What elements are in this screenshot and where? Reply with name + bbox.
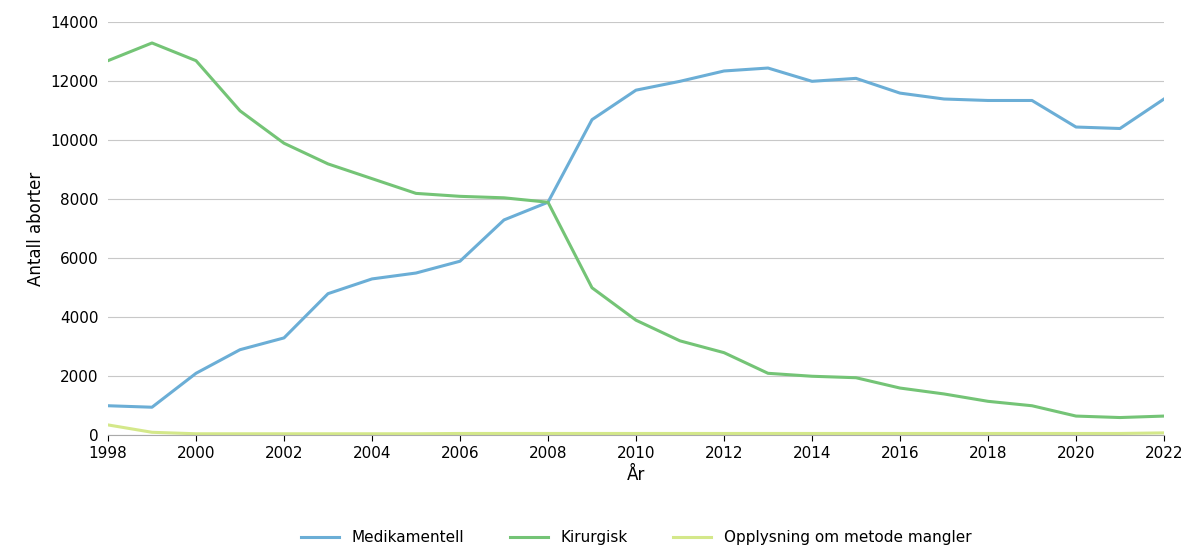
- Medikamentell: [541, 199, 556, 205]
- Medikamentell: [1025, 97, 1039, 104]
- Kirurgisk: [673, 338, 688, 344]
- Opplysning om metode mangler: [716, 430, 731, 437]
- Opplysning om metode mangler: [805, 430, 820, 437]
- Opplysning om metode mangler: [452, 430, 467, 437]
- Medikamentell: [277, 335, 292, 341]
- Kirurgisk: [1112, 414, 1127, 421]
- Medikamentell: [320, 290, 335, 297]
- Y-axis label: Antall aborter: Antall aborter: [26, 172, 44, 286]
- Opplysning om metode mangler: [1157, 430, 1171, 436]
- Opplysning om metode mangler: [145, 429, 160, 436]
- Medikamentell: [937, 95, 952, 102]
- Kirurgisk: [409, 190, 424, 197]
- Opplysning om metode mangler: [848, 430, 863, 437]
- Medikamentell: [673, 78, 688, 85]
- Kirurgisk: [497, 195, 511, 201]
- Medikamentell: [497, 217, 511, 223]
- Line: Opplysning om metode mangler: Opplysning om metode mangler: [108, 425, 1164, 434]
- Medikamentell: [716, 68, 731, 74]
- Kirurgisk: [761, 370, 775, 377]
- Kirurgisk: [629, 317, 643, 324]
- Kirurgisk: [937, 391, 952, 397]
- Opplysning om metode mangler: [629, 430, 643, 437]
- Opplysning om metode mangler: [980, 430, 995, 437]
- Opplysning om metode mangler: [1025, 430, 1039, 437]
- Opplysning om metode mangler: [497, 430, 511, 437]
- Kirurgisk: [101, 57, 115, 64]
- Kirurgisk: [541, 199, 556, 205]
- Medikamentell: [145, 404, 160, 411]
- Opplysning om metode mangler: [673, 430, 688, 437]
- Kirurgisk: [1069, 413, 1084, 420]
- Opplysning om metode mangler: [365, 430, 379, 437]
- Opplysning om metode mangler: [1069, 430, 1084, 437]
- Medikamentell: [893, 90, 907, 97]
- Kirurgisk: [716, 349, 731, 356]
- Medikamentell: [101, 402, 115, 409]
- Kirurgisk: [277, 140, 292, 147]
- Opplysning om metode mangler: [584, 430, 599, 437]
- Medikamentell: [1112, 125, 1127, 132]
- Kirurgisk: [452, 193, 467, 200]
- Legend: Medikamentell, Kirurgisk, Opplysning om metode mangler: Medikamentell, Kirurgisk, Opplysning om …: [295, 525, 977, 551]
- Medikamentell: [980, 97, 995, 104]
- Medikamentell: [848, 75, 863, 81]
- Opplysning om metode mangler: [277, 430, 292, 437]
- Medikamentell: [1157, 95, 1171, 102]
- Opplysning om metode mangler: [101, 422, 115, 429]
- Medikamentell: [761, 65, 775, 71]
- Kirurgisk: [1025, 402, 1039, 409]
- Kirurgisk: [805, 373, 820, 379]
- Medikamentell: [452, 258, 467, 264]
- Line: Kirurgisk: Kirurgisk: [108, 43, 1164, 417]
- Kirurgisk: [980, 398, 995, 405]
- Kirurgisk: [145, 40, 160, 46]
- Kirurgisk: [233, 108, 247, 114]
- Opplysning om metode mangler: [937, 430, 952, 437]
- Opplysning om metode mangler: [541, 430, 556, 437]
- Kirurgisk: [1157, 413, 1171, 420]
- Medikamentell: [629, 87, 643, 94]
- Opplysning om metode mangler: [320, 430, 335, 437]
- Kirurgisk: [320, 161, 335, 167]
- Opplysning om metode mangler: [188, 430, 203, 437]
- X-axis label: År: År: [626, 466, 646, 484]
- Medikamentell: [188, 370, 203, 377]
- Kirurgisk: [584, 285, 599, 291]
- Kirurgisk: [188, 57, 203, 64]
- Opplysning om metode mangler: [893, 430, 907, 437]
- Medikamentell: [233, 347, 247, 353]
- Opplysning om metode mangler: [233, 430, 247, 437]
- Medikamentell: [365, 276, 379, 282]
- Opplysning om metode mangler: [761, 430, 775, 437]
- Medikamentell: [805, 78, 820, 85]
- Line: Medikamentell: Medikamentell: [108, 68, 1164, 407]
- Opplysning om metode mangler: [409, 430, 424, 437]
- Medikamentell: [1069, 124, 1084, 131]
- Medikamentell: [409, 270, 424, 276]
- Opplysning om metode mangler: [1112, 430, 1127, 437]
- Kirurgisk: [893, 384, 907, 391]
- Kirurgisk: [848, 374, 863, 381]
- Kirurgisk: [365, 175, 379, 182]
- Medikamentell: [584, 116, 599, 123]
